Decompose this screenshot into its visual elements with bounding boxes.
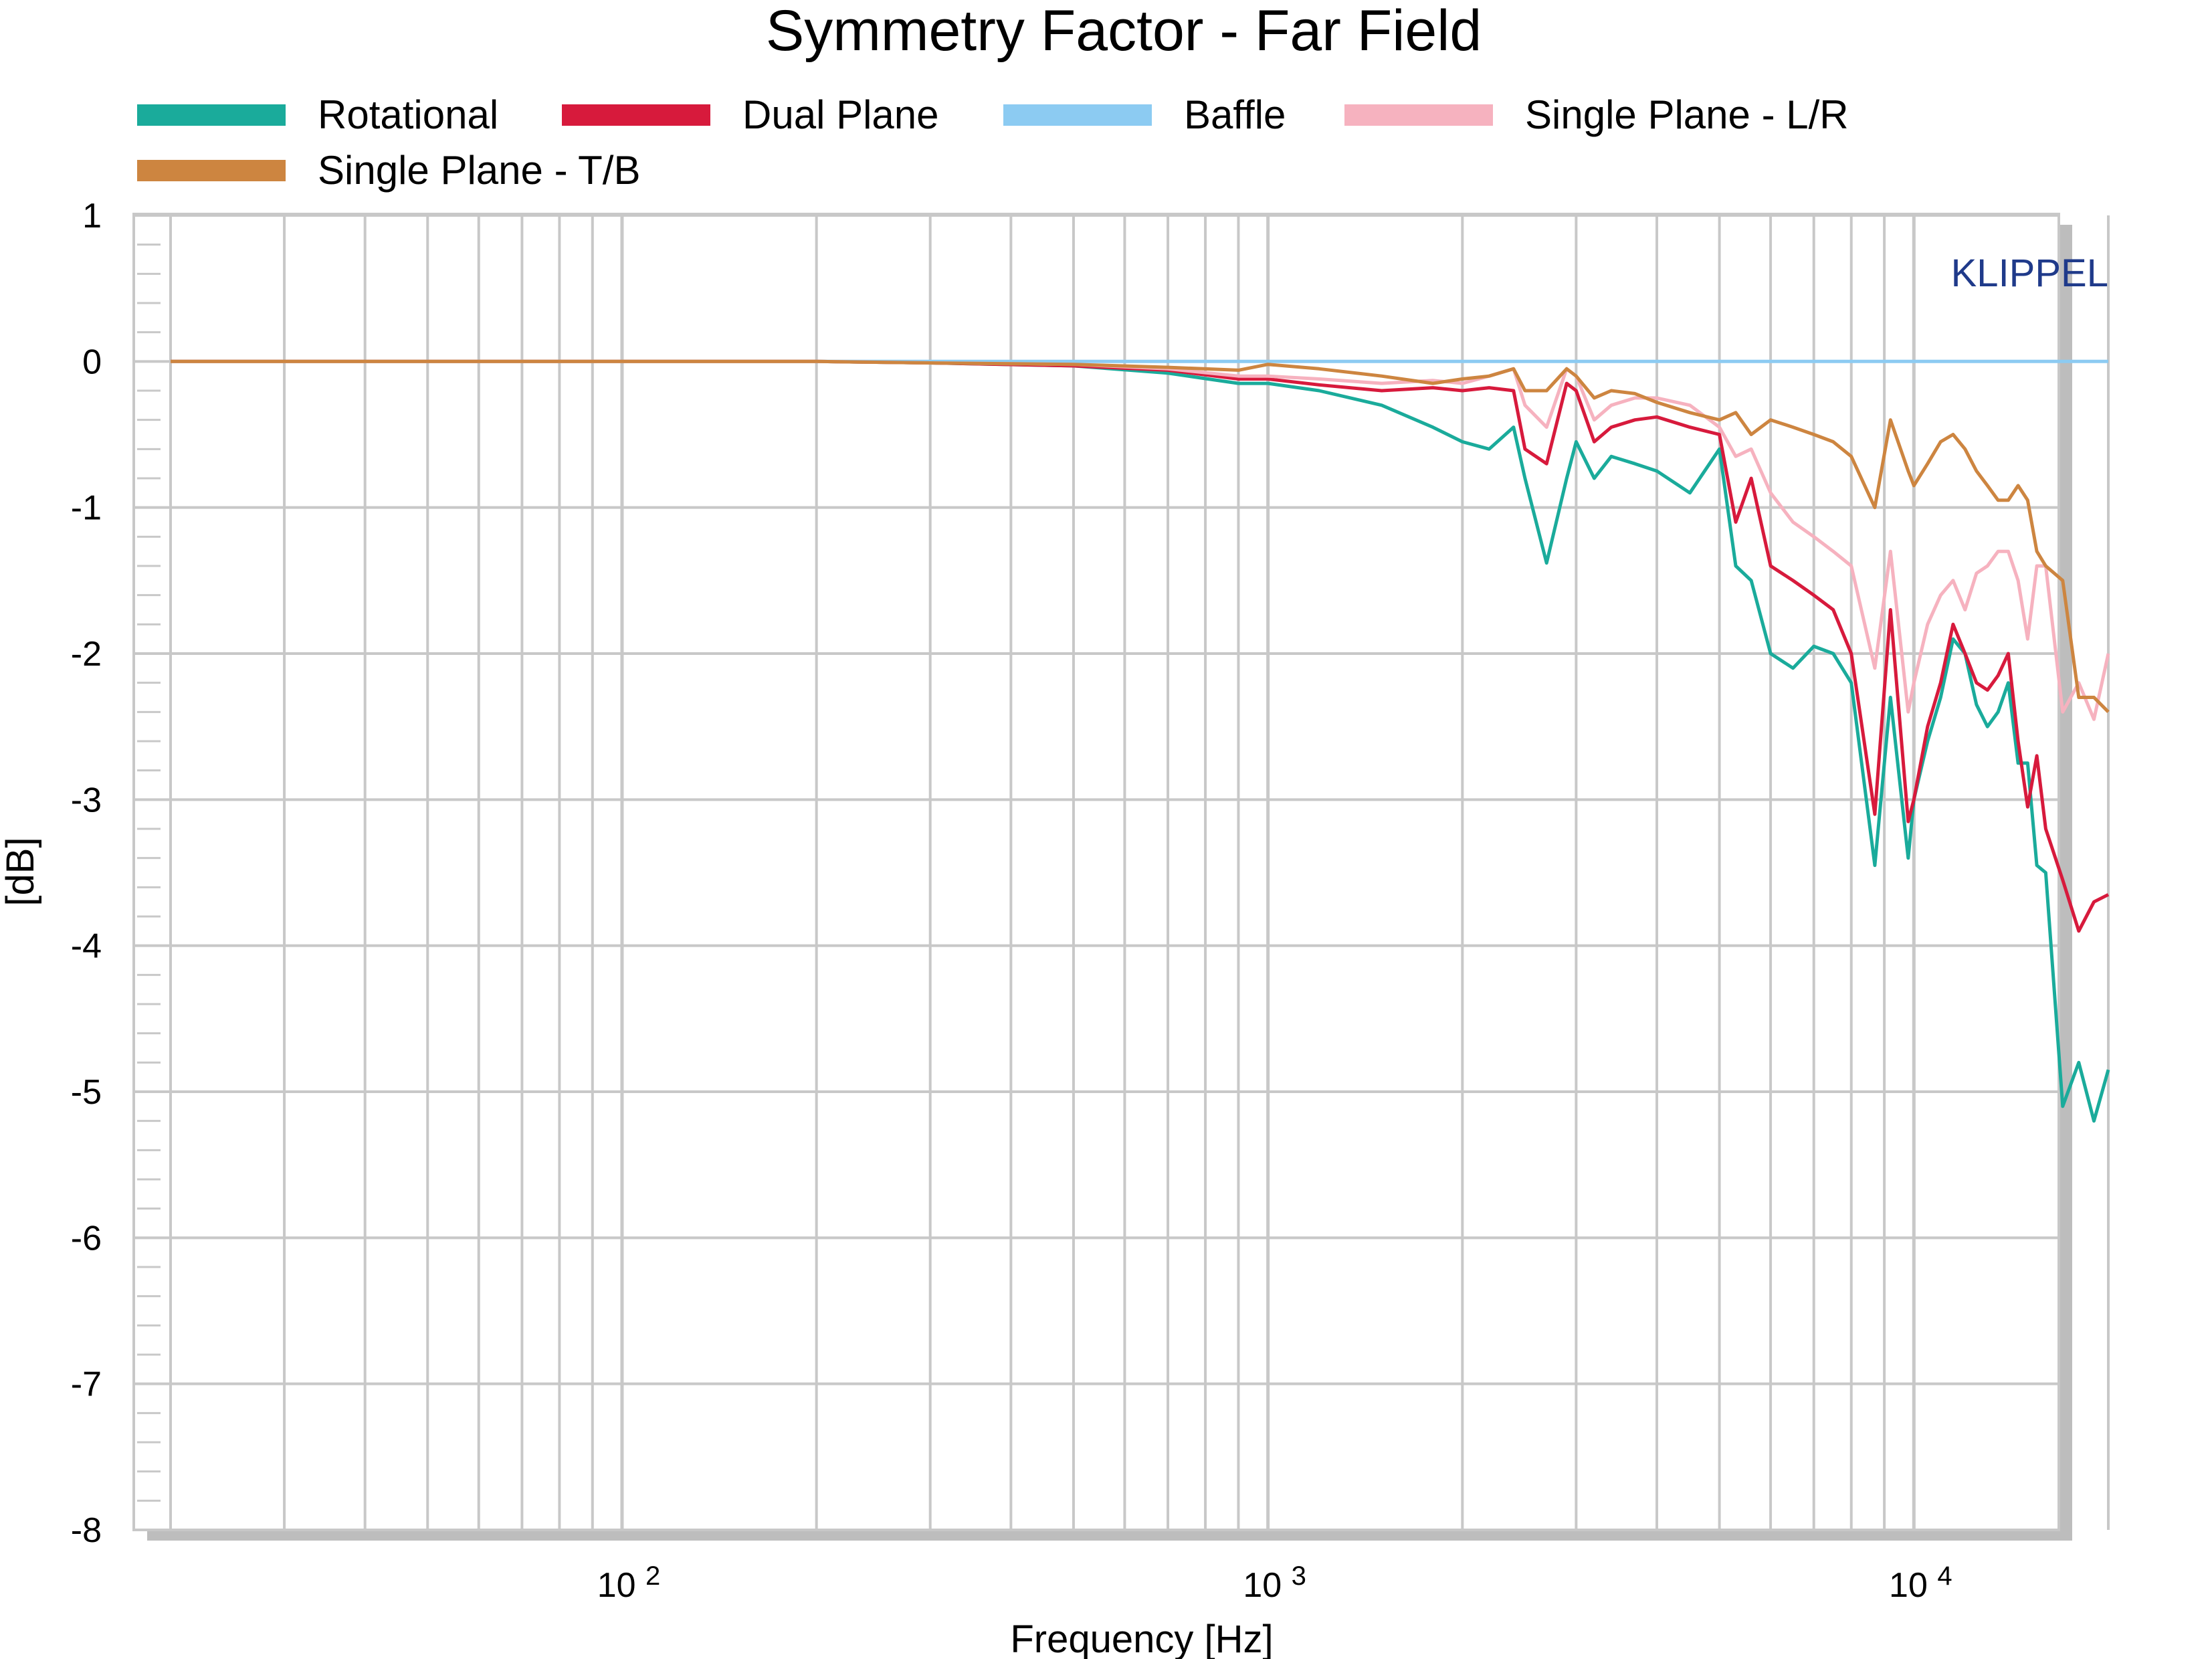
y-tick-label: 0 [82, 343, 102, 381]
x-tick-label: 10 2 [597, 1561, 661, 1605]
y-tick-label: -6 [71, 1219, 102, 1258]
y-tick-label: -8 [71, 1511, 102, 1550]
legend-swatch [1003, 104, 1152, 126]
klippel-watermark: KLIPPEL [1951, 252, 2108, 295]
legend-label: Baffle [1184, 92, 1286, 137]
y-tick-label: -7 [71, 1365, 102, 1404]
series-line-rotational [171, 359, 2110, 1123]
chart-title: Symmetry Factor - Far Field [766, 0, 1482, 63]
y-tick-label: -3 [71, 781, 102, 819]
legend-swatch [137, 160, 286, 181]
series-lines [171, 359, 2110, 1123]
legend-swatch [137, 104, 286, 126]
legend-swatch [1344, 104, 1493, 126]
series-line-single-plane-t-b [171, 359, 2110, 714]
series-line-single-plane-l-r [171, 359, 2110, 721]
x-axis: 10 2 10 3 10 4 [597, 1561, 1952, 1605]
y-tick-label: -1 [71, 489, 102, 528]
x-tick-label: 10 3 [1243, 1561, 1306, 1605]
legend-label: Single Plane - T/B [318, 148, 641, 193]
y-tick-label: 1 [82, 197, 102, 235]
series-line-dual-plane [171, 359, 2110, 933]
x-tick-label: 10 4 [1889, 1561, 1952, 1605]
legend-label: Rotational [318, 92, 498, 137]
x-axis-label: Frequency [Hz] [1010, 1618, 1273, 1659]
y-axis: 1 0 -1 -2 -3 -4 -5 -6 -7 -8 [71, 197, 102, 1550]
plot-area [132, 213, 2060, 1531]
y-tick-label: -5 [71, 1073, 102, 1112]
y-tick-label: -4 [71, 927, 102, 966]
legend: Rotational Dual Plane Baffle Single Plane -… [137, 92, 1849, 193]
y-tick-label: -2 [71, 635, 102, 674]
legend-swatch [562, 104, 710, 126]
legend-label: Single Plane - L/R [1525, 92, 1849, 137]
legend-label: Dual Plane [742, 92, 939, 137]
y-axis-label: [dB] [0, 837, 42, 906]
